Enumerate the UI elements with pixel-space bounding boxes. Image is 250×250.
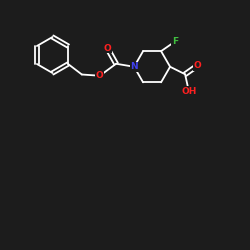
Text: O: O [194, 61, 202, 70]
Text: N: N [130, 62, 138, 71]
Text: F: F [172, 37, 178, 46]
Text: N: N [130, 62, 138, 71]
Text: O: O [96, 71, 104, 80]
Text: OH: OH [181, 87, 196, 96]
Text: O: O [104, 44, 111, 53]
